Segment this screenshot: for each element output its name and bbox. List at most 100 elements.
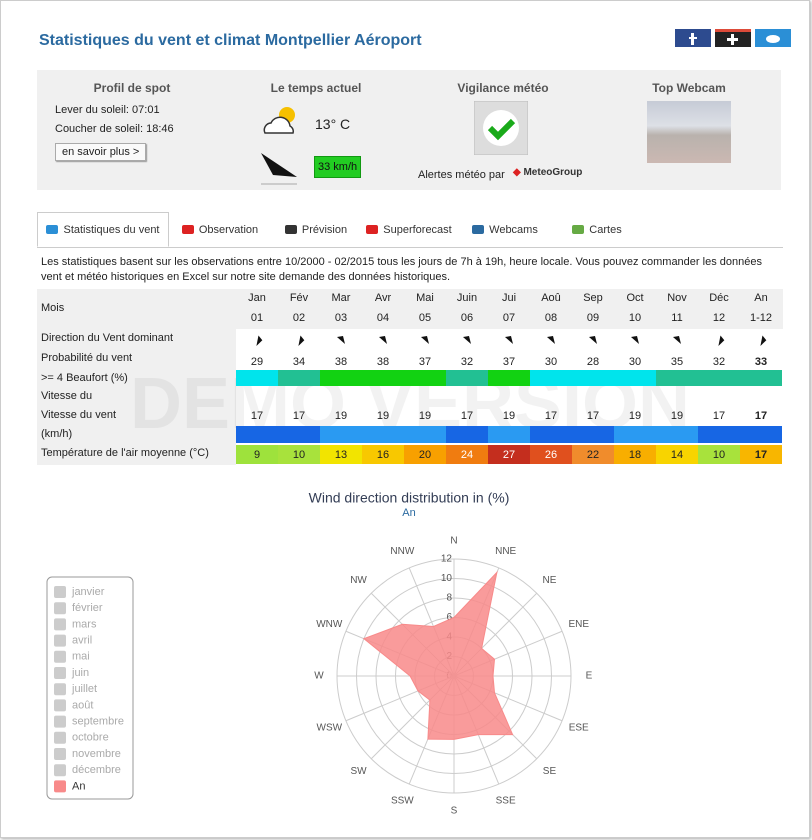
speed-value: 17	[755, 410, 767, 422]
legend-label[interactable]: juillet	[71, 683, 97, 695]
probability-value: 32	[461, 356, 473, 368]
temperature-value: 22	[587, 449, 599, 461]
legend-label[interactable]: mars	[72, 618, 97, 630]
row-label: Probabilité du vent	[41, 352, 132, 364]
legend-swatch[interactable]	[54, 618, 66, 631]
temperature-cell	[446, 445, 488, 464]
speed-value: 17	[545, 410, 557, 422]
probability-value: 33	[755, 356, 767, 368]
legend-swatch[interactable]	[54, 731, 66, 744]
speed-value: 19	[503, 410, 515, 422]
tab-line	[37, 247, 783, 248]
speed-cell	[320, 426, 362, 443]
temperature-value: 26	[545, 449, 557, 461]
webcam-title: Top Webcam	[652, 81, 726, 95]
legend-swatch[interactable]	[54, 764, 66, 777]
direction-arrow	[298, 335, 305, 346]
month-name: An	[754, 292, 767, 304]
row-label: Température de l'air moyenne (°C)	[41, 447, 209, 459]
tab-icon	[472, 225, 485, 234]
tab-icon	[572, 225, 585, 234]
temperature: 13° C	[315, 116, 351, 132]
row-label: (km/h)	[41, 428, 72, 440]
temperature-cell	[278, 445, 320, 464]
legend-swatch[interactable]	[54, 699, 66, 712]
legend-swatch[interactable]	[54, 650, 66, 663]
temperature-value: 10	[293, 449, 305, 461]
category-label: NNE	[495, 546, 516, 557]
tab[interactable]: Superforecast	[361, 212, 457, 247]
month-number: 06	[461, 312, 473, 324]
legend-swatch[interactable]	[54, 667, 66, 679]
probability-cell	[446, 370, 488, 386]
probability-value: 38	[377, 356, 389, 368]
speed-value: 19	[629, 410, 641, 422]
weather-icons	[261, 107, 297, 185]
tab-label: Prévision	[301, 223, 348, 236]
legend-label[interactable]: août	[72, 699, 93, 711]
tab[interactable]: Prévision	[271, 212, 361, 247]
temperature-value: 18	[629, 449, 641, 461]
row-label: Vitesse du vent	[41, 409, 116, 421]
month-name: Déc	[709, 292, 729, 304]
temperature-cell	[404, 445, 446, 464]
probability-cell	[698, 370, 740, 386]
legend-label[interactable]: décembre	[72, 764, 121, 776]
legend-swatch[interactable]	[54, 683, 66, 696]
month-number: 11	[671, 312, 682, 324]
speed-value: 17	[251, 410, 263, 422]
legend-swatch[interactable]	[54, 715, 66, 728]
probability-value: 32	[713, 356, 725, 368]
wind-speed: 33 km/h	[314, 156, 362, 178]
legend-label[interactable]: mai	[72, 651, 90, 663]
month-number: 1-12	[750, 312, 772, 324]
label-bg	[37, 329, 236, 465]
speed-cell	[656, 426, 698, 443]
legend-label[interactable]: janvier	[71, 586, 105, 598]
alerts-label: Alertes météo par	[418, 169, 505, 181]
legend-swatch[interactable]	[54, 634, 66, 647]
r-tick-label: 12	[441, 554, 453, 565]
legend-label[interactable]: juin	[71, 667, 89, 679]
category-label: E	[586, 671, 593, 682]
legend-label[interactable]: novembre	[72, 748, 121, 760]
temperature-cell	[656, 445, 698, 464]
legend-swatch[interactable]	[54, 586, 66, 598]
meteogroup-logo[interactable]: ◆ MeteoGroup	[513, 167, 583, 178]
speed-cell	[278, 426, 320, 443]
category-label: NE	[543, 575, 557, 586]
legend-label[interactable]: octobre	[72, 732, 109, 744]
tab[interactable]: Cartes	[553, 212, 641, 247]
tab[interactable]: Webcams	[457, 212, 553, 247]
legend-label[interactable]: An	[72, 780, 85, 792]
legend-swatch[interactable]	[54, 780, 66, 793]
category-label: WNW	[316, 619, 343, 630]
speed-value: 17	[293, 410, 305, 422]
tab-label: Statistiques du vent	[63, 223, 160, 236]
month-name: Nov	[667, 292, 687, 304]
probability-cell	[236, 370, 278, 386]
temperature-value: 14	[671, 449, 683, 461]
temperature-value: 17	[755, 449, 767, 461]
more-button[interactable]: en savoir plus >	[55, 143, 147, 161]
legend-label[interactable]: septembre	[72, 716, 124, 728]
month-number: 12	[713, 312, 725, 324]
vigilance-icon	[474, 101, 528, 155]
legend-swatch[interactable]	[54, 748, 66, 760]
legend-label[interactable]: février	[72, 602, 103, 614]
temperature-cell	[530, 445, 572, 464]
probability-cell	[488, 370, 530, 386]
month-name: Fév	[290, 292, 309, 304]
row-label: >= 4 Beaufort (%)	[41, 372, 128, 384]
speed-cell	[698, 426, 740, 443]
tab[interactable]: Observation	[169, 212, 271, 247]
legend-label[interactable]: avril	[72, 635, 92, 647]
temperature-cell	[362, 445, 404, 464]
probability-cell	[614, 370, 656, 386]
tab[interactable]: Statistiques du vent	[37, 212, 169, 247]
webcam-image[interactable]	[647, 101, 731, 163]
row-label: Vitesse du	[41, 390, 92, 402]
legend-swatch[interactable]	[54, 602, 66, 615]
probability-cell	[740, 370, 782, 386]
category-label: ENE	[568, 619, 589, 630]
